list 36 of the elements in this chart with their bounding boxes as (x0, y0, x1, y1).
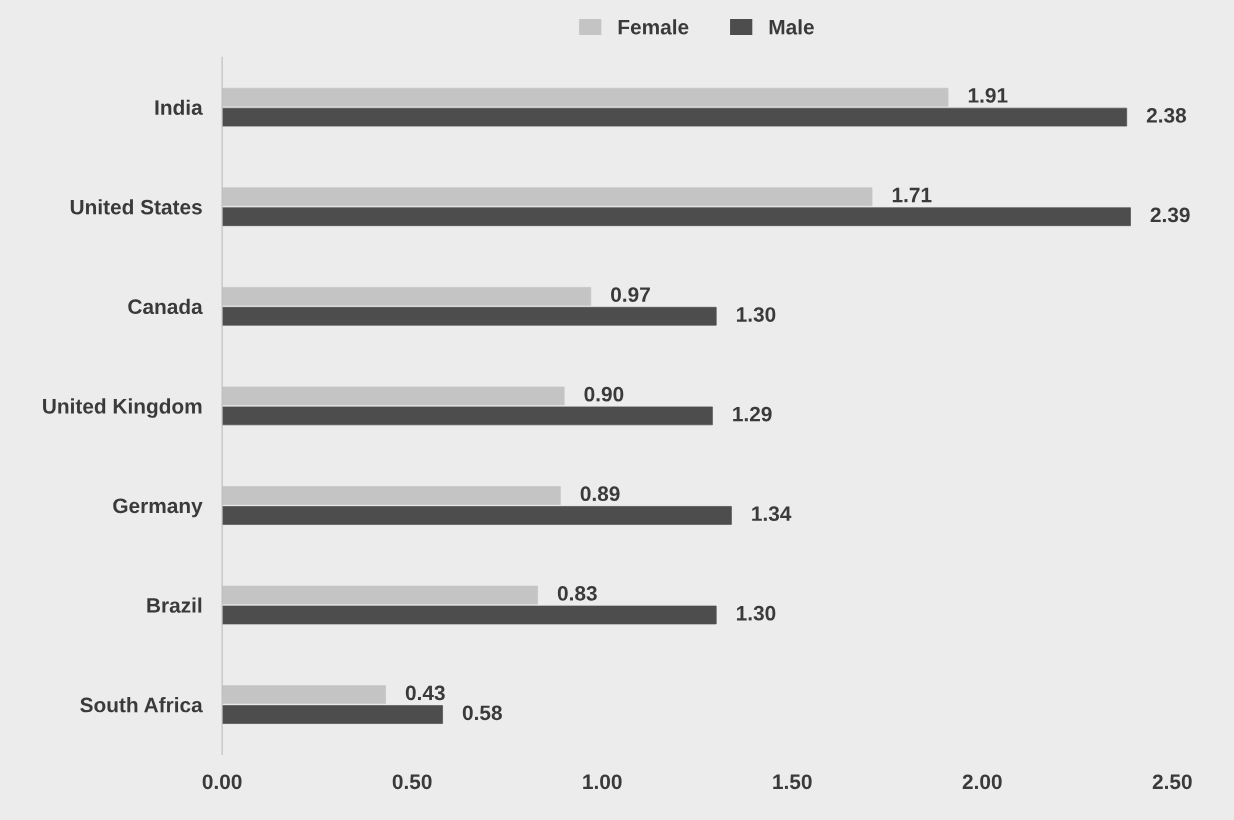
data-label: 1.34 (752, 506, 792, 522)
legend-label: Male (769, 19, 814, 35)
y-tick-label: Brazil (147, 597, 202, 613)
x-tick-label: 1.50 (773, 774, 812, 790)
bar (222, 705, 443, 724)
y-tick-label: South Africa (80, 697, 203, 713)
bar (222, 506, 732, 525)
bar (222, 207, 1131, 227)
data-label: 2.39 (1150, 207, 1190, 223)
data-label: 0.97 (611, 287, 650, 302)
x-tick-label: 0.50 (392, 774, 432, 790)
data-label: 0.43 (405, 685, 445, 701)
y-tick-label: Canada (128, 298, 203, 315)
data-label: 0.89 (580, 486, 620, 502)
data-label: 1.30 (736, 307, 776, 322)
y-tick-label: United Kingdom (43, 398, 202, 418)
data-label: 0.58 (462, 705, 502, 721)
bar (222, 306, 717, 326)
y-tick-label: Germany (113, 498, 203, 518)
data-label: 0.90 (584, 386, 624, 402)
x-tick-label: 1.00 (583, 774, 622, 790)
y-tick-label: United States (70, 199, 202, 215)
data-label: 0.83 (557, 585, 597, 601)
legend-label: Female (618, 19, 689, 35)
data-label: 1.30 (736, 605, 776, 621)
data-label: 2.38 (1146, 107, 1187, 123)
bar (222, 107, 1128, 127)
x-tick-label: 0.00 (202, 774, 242, 790)
data-label: 1.71 (892, 187, 932, 203)
data-label: 1.29 (733, 406, 772, 422)
bar (222, 605, 717, 625)
y-tick-label: India (155, 99, 203, 115)
x-tick-label: 2.00 (962, 774, 1002, 790)
data-label: 1.91 (968, 88, 1008, 103)
x-tick-label: 2.50 (1152, 774, 1192, 790)
bar (222, 406, 713, 426)
